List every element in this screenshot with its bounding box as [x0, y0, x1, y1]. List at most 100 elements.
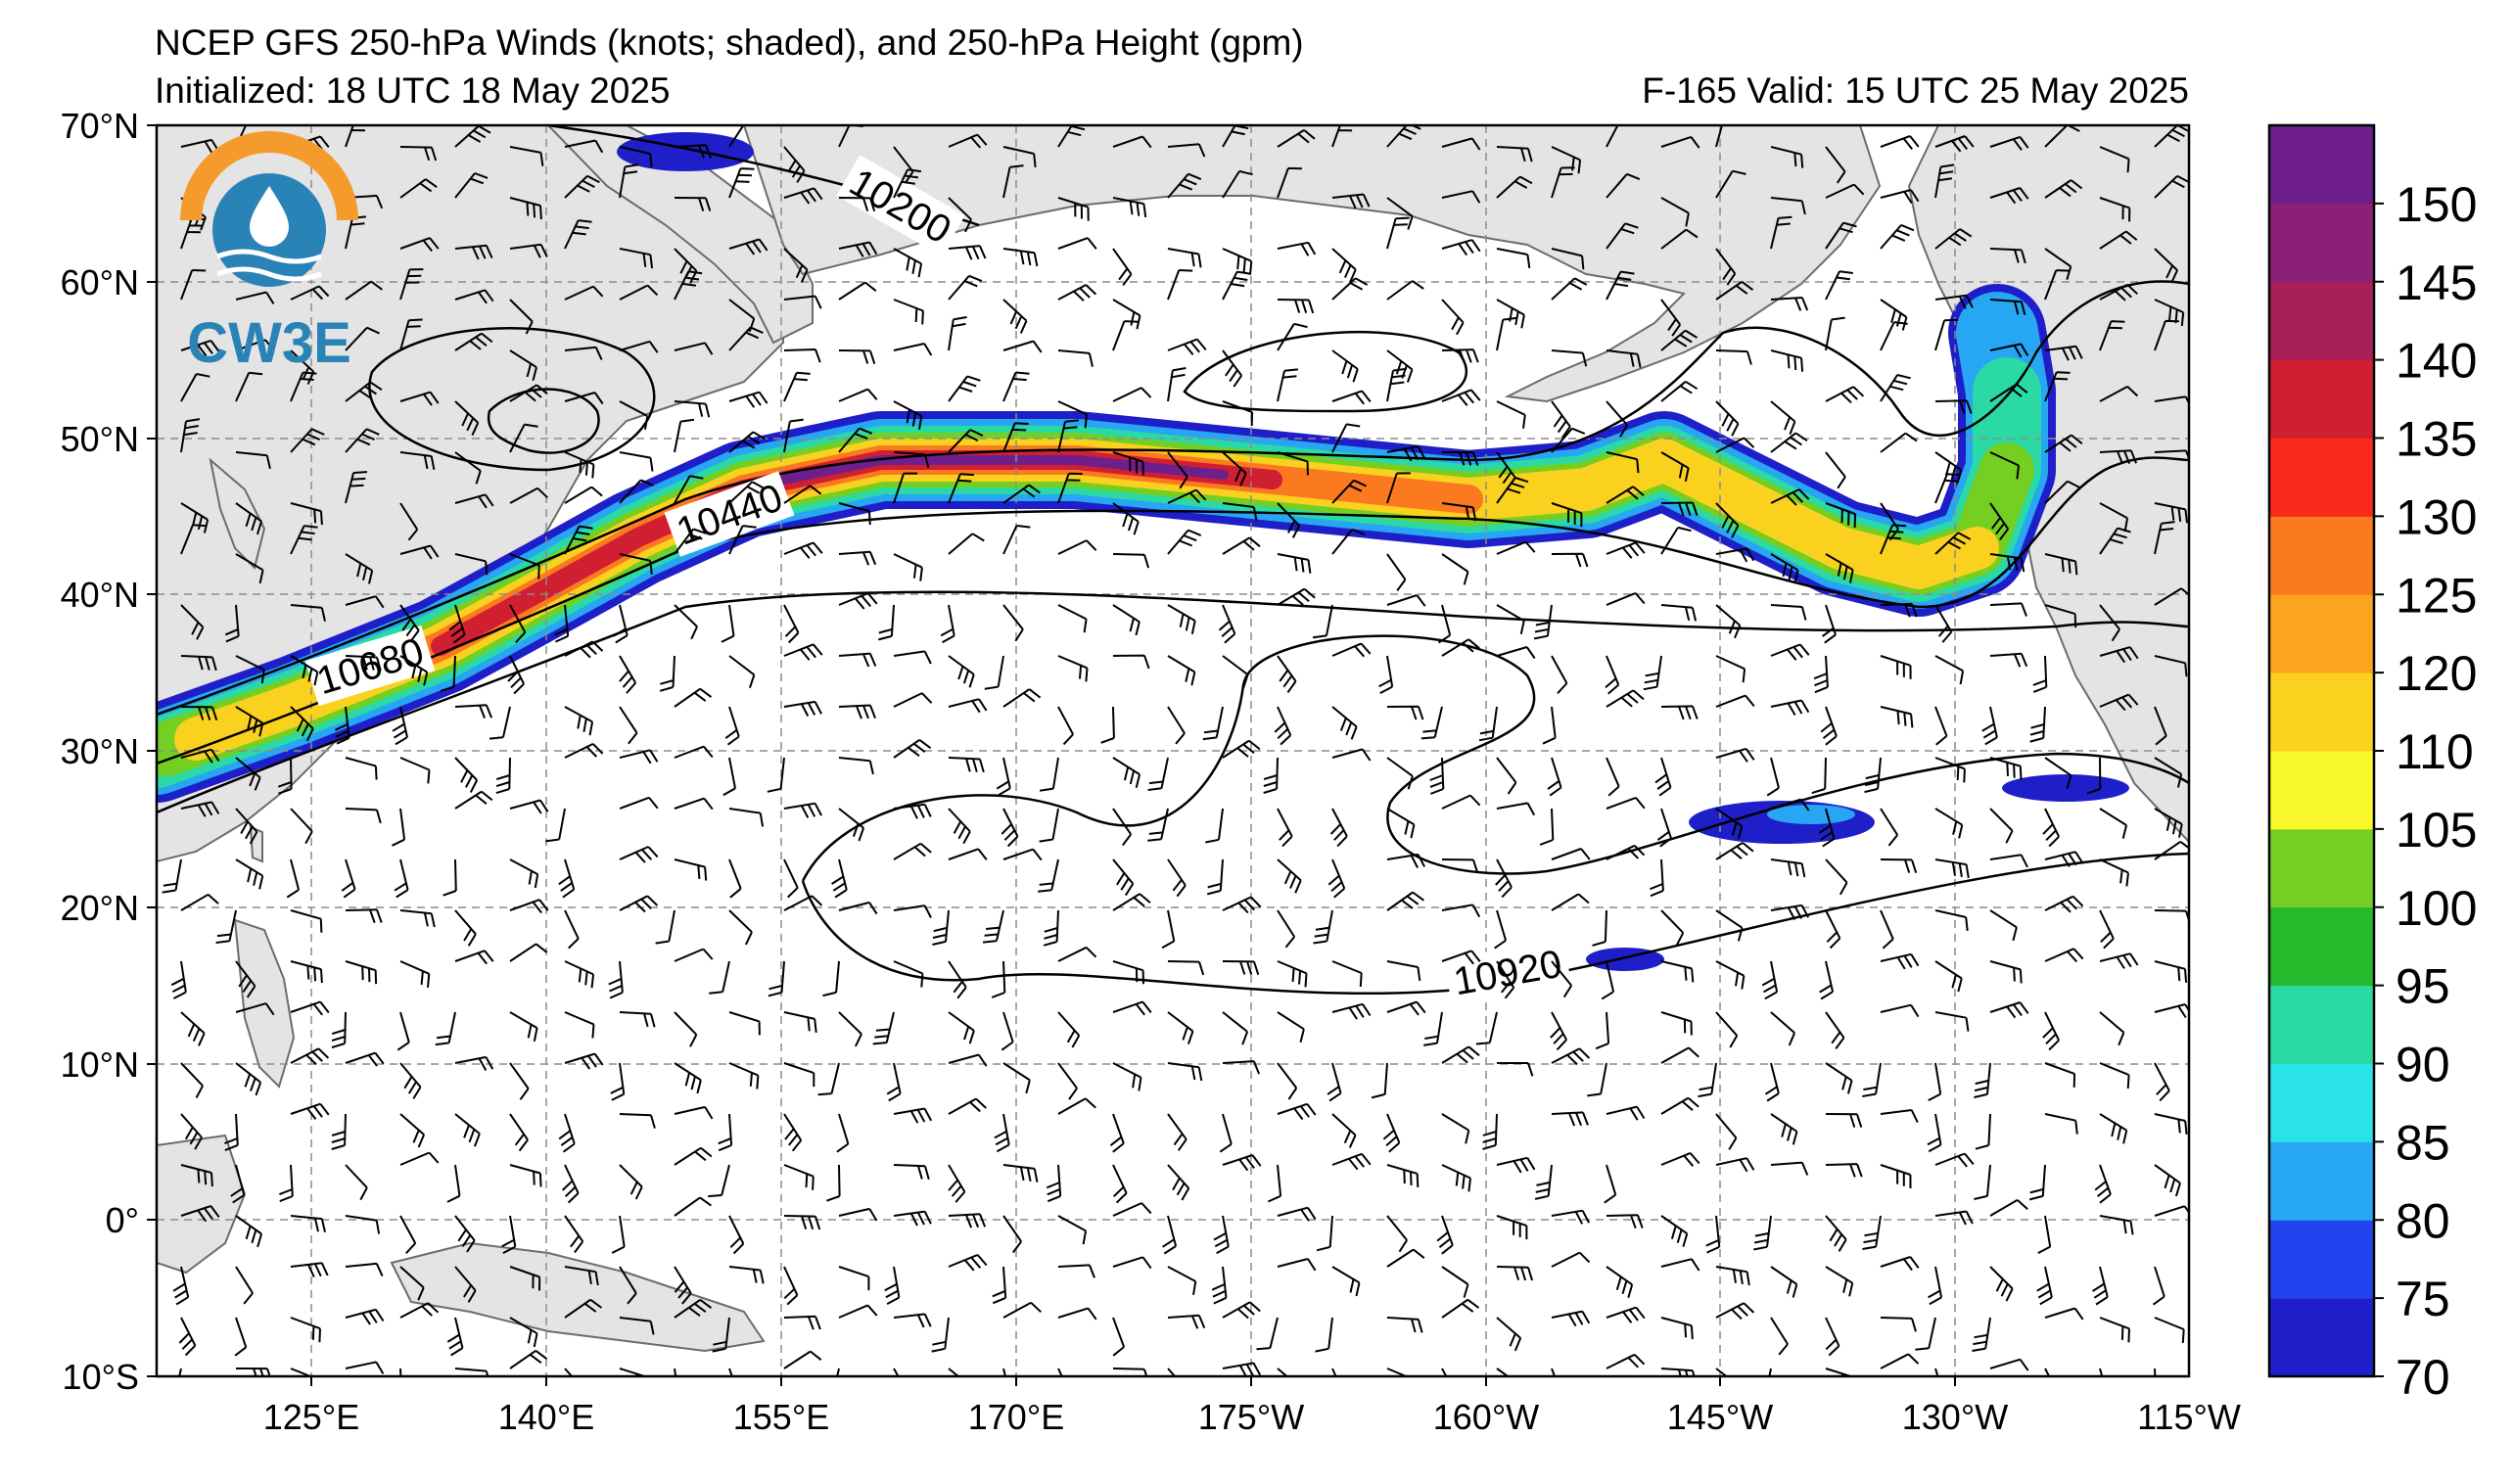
wind-barb — [1813, 655, 1829, 694]
wind-barb — [1277, 1368, 1289, 1376]
wind-barb — [1825, 270, 1853, 301]
wind-barb — [1698, 1062, 1717, 1098]
wind-barb — [619, 749, 659, 765]
wind-barb — [454, 553, 489, 576]
wind-barb — [1436, 1215, 1454, 1255]
wind-barb — [718, 1113, 733, 1152]
wind-barb — [1770, 1113, 1798, 1145]
wind-barb — [708, 1164, 730, 1198]
wind-barb — [619, 1368, 648, 1376]
wind-barb — [2099, 1011, 2125, 1046]
wind-barb — [399, 268, 424, 301]
wind-barb — [1915, 1317, 1936, 1351]
wind-barb — [1880, 952, 1920, 970]
wind-barb — [1606, 1105, 1646, 1121]
wind-barb — [1660, 501, 1699, 517]
wind-barb — [1934, 318, 1959, 351]
wind-barb — [399, 960, 431, 988]
wind-barb — [1423, 1011, 1443, 1046]
wind-barb — [1880, 858, 1918, 874]
wind-barb — [290, 604, 326, 622]
colorbar-tick-label: 145 — [2396, 255, 2477, 310]
colorbar-tick-label: 130 — [2396, 489, 2477, 544]
wind-barb — [931, 1317, 950, 1353]
wind-barb — [1222, 1301, 1261, 1320]
wind-barb — [674, 248, 698, 284]
wind-barb — [2099, 449, 2138, 465]
wind-barb — [1112, 1202, 1152, 1217]
wind-barb — [948, 274, 983, 301]
wind-barb — [509, 604, 527, 643]
wind-barb — [1167, 143, 1206, 158]
wind-barb — [454, 1055, 494, 1071]
wind-barb — [674, 528, 707, 555]
wind-barb — [509, 1266, 541, 1291]
wind-barb — [2154, 706, 2167, 746]
wind-barb — [728, 1062, 760, 1090]
wind-barb — [783, 418, 804, 453]
wind-barb — [1277, 655, 1297, 693]
wind-barb — [1934, 604, 1953, 643]
wind-barb — [1551, 400, 1571, 439]
wind-barb — [1315, 1317, 1333, 1353]
wind-barb — [783, 485, 822, 504]
wind-barb — [674, 418, 695, 453]
wind-barb — [1386, 197, 1414, 230]
wind-barb — [831, 858, 848, 899]
wind-barb — [1002, 1215, 1023, 1254]
wind-barb — [728, 431, 766, 453]
wind-barb — [1660, 526, 1692, 555]
contour-line-low-ring — [368, 327, 656, 472]
wind-barb — [1057, 400, 1089, 429]
wind-barb — [1167, 858, 1187, 898]
wind-barb — [948, 429, 984, 453]
svg-text:130°W: 130°W — [1902, 1397, 2008, 1437]
wind-barb — [1057, 419, 1080, 453]
wind-barb — [1934, 294, 1974, 309]
wind-barb — [1496, 802, 1536, 816]
wind-barb — [893, 472, 918, 504]
wind-barb — [1825, 316, 1845, 351]
wind-barb — [2154, 1317, 2185, 1343]
wind-barb — [345, 595, 385, 609]
wind-barb — [1167, 248, 1202, 268]
wind-barb — [1441, 1368, 1448, 1376]
wind-barb — [613, 604, 628, 644]
wind-barb — [2044, 553, 2078, 576]
wind-barb — [728, 167, 755, 199]
wind-barb — [1218, 604, 1236, 644]
wind-barb — [1989, 1358, 2029, 1371]
wind-barb — [838, 592, 878, 610]
wind-barb — [1825, 1113, 1863, 1128]
wind-barb — [619, 846, 659, 863]
colorbar-blocks — [2269, 125, 2374, 1377]
wind-barb — [1606, 796, 1646, 810]
wind-barb — [674, 687, 713, 708]
wind-barb — [2154, 502, 2188, 524]
wind-barb — [619, 146, 653, 168]
wind-barb — [1002, 340, 1043, 353]
wind-barb — [1112, 654, 1150, 670]
wind-barb — [1825, 221, 1857, 250]
wind-barb — [180, 373, 210, 402]
wind-barb — [1277, 553, 1312, 574]
wind-barb — [2099, 146, 2130, 173]
wind-barb — [1880, 135, 1920, 151]
wind-barb — [1989, 248, 2026, 264]
wind-barb — [1386, 445, 1426, 462]
wind-barb — [948, 960, 967, 999]
wind-barb — [2044, 895, 2084, 913]
wind-barb — [1880, 1003, 1920, 1018]
wind-barb — [1327, 1062, 1342, 1102]
wind-barb — [345, 280, 383, 301]
wind-barb — [180, 801, 220, 817]
wind-barb — [1770, 798, 1810, 812]
wind-barb — [2099, 527, 2131, 555]
wind-barb — [235, 291, 275, 304]
wind-barb — [783, 295, 822, 309]
colorbar-block — [2269, 1220, 2374, 1299]
wind-barb — [399, 146, 438, 162]
wind-barb — [509, 487, 548, 504]
wind-barb — [1770, 215, 1792, 250]
